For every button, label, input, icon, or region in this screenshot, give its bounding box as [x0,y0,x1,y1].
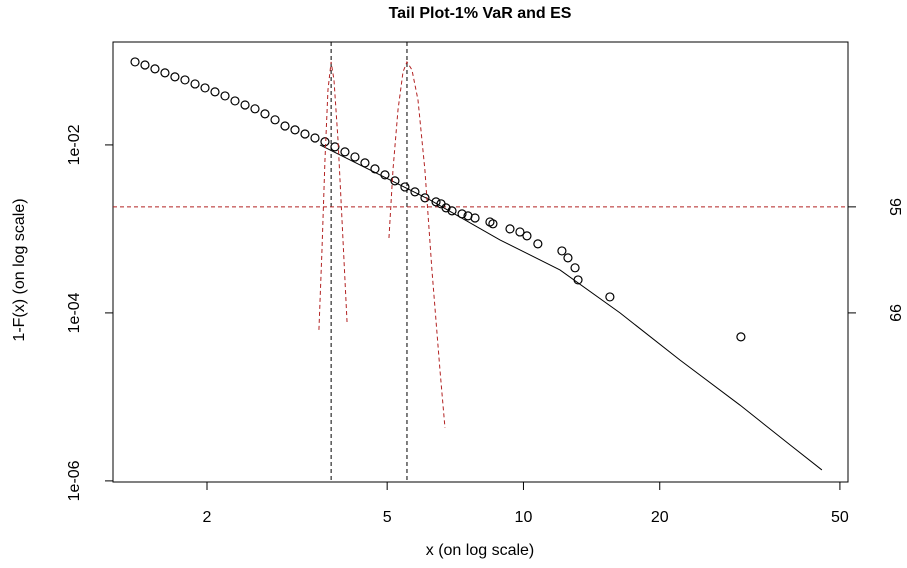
data-point [210,87,220,97]
data-point [488,219,498,229]
data-point [240,100,250,110]
data-point [370,164,380,174]
data-point [557,246,567,256]
x-tick-label: 10 [515,509,533,526]
fitted-line [319,144,823,471]
data-point [380,170,390,180]
data-point [563,253,573,263]
data-point [180,75,190,85]
data-point [350,152,360,162]
data-point [533,239,543,249]
data-point [340,147,350,157]
data-point [410,187,420,197]
data-point [310,133,320,143]
data-point [200,83,210,93]
x-tick-label: 5 [383,509,392,526]
data-point [130,57,140,67]
data-point [470,213,480,223]
data-point [431,197,441,207]
chart-title: Tail Plot-1% VaR and ES [389,5,572,22]
x-axis-label: x (on log scale) [426,542,535,559]
data-point [447,206,457,216]
data-point [250,104,260,114]
data-point [190,79,200,89]
data-point [160,68,170,78]
data-point [260,109,270,119]
data-point [280,121,290,131]
dashed-curve [318,61,348,330]
data-point [515,227,525,237]
data-point [150,64,160,74]
y-tick-label: 1e-04 [66,292,83,333]
y2-tick-label: 95 [886,198,903,216]
data-point [270,115,280,125]
data-point [522,231,532,241]
y2-tick-label: 99 [886,304,903,322]
data-point [140,60,150,70]
data-point [300,129,310,139]
dashed-curve [388,60,446,428]
y-tick-label: 1e-06 [66,460,83,501]
data-point [170,72,180,82]
data-point [320,137,330,147]
data-point [570,263,580,273]
data-point [505,224,515,234]
data-point [420,193,430,203]
plot-frame [112,41,849,483]
x-tick-label: 2 [203,509,212,526]
data-point [400,182,410,192]
data-point [736,332,746,342]
y-tick-label: 1e-02 [66,124,83,165]
data-point [605,292,615,302]
data-point [230,96,240,106]
y-axis-label: 1-F(x) (on log scale) [11,198,28,341]
x-tick-label: 20 [651,509,669,526]
data-point [220,91,230,101]
data-point [330,142,340,152]
data-point [290,125,300,135]
x-tick-label: 50 [831,509,849,526]
